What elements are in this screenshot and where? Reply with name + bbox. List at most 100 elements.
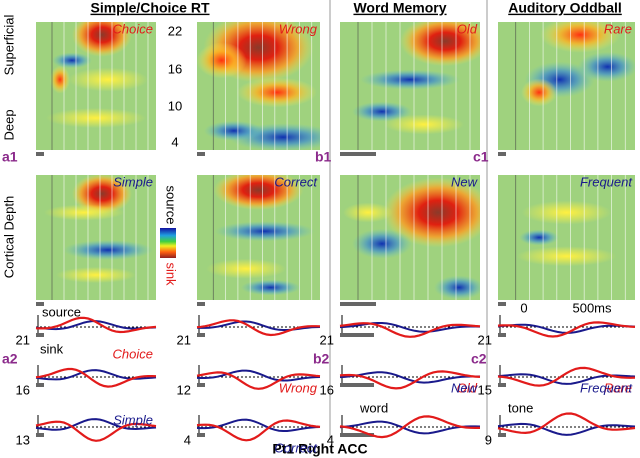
stim-bar	[36, 383, 44, 387]
trace-blue	[196, 369, 321, 382]
heatmap-blob	[50, 65, 70, 94]
heatmap-blob	[63, 240, 153, 260]
stim-bar	[36, 433, 44, 437]
annotation: tone	[508, 400, 533, 415]
stim-bar	[340, 333, 374, 337]
heatmap-body	[36, 22, 156, 150]
tick-label: 4	[171, 134, 178, 149]
heatmap-blob	[72, 22, 132, 57]
channel-label: 21	[478, 332, 492, 347]
trace-red	[196, 371, 321, 390]
tick-label: 22	[168, 23, 182, 38]
stim-bar	[498, 433, 506, 437]
trace-blue	[497, 422, 636, 436]
condition-label: Rare	[604, 380, 632, 395]
heatmap-blob	[197, 42, 247, 79]
trace-red	[339, 370, 481, 390]
heatmap-body	[498, 22, 635, 150]
channel-label: 12	[177, 382, 191, 397]
channel-label: 4	[327, 432, 334, 447]
condition-label: Frequent	[580, 380, 633, 395]
channel-label: 16	[16, 382, 30, 397]
condition-label: New	[451, 380, 479, 395]
trace-blue	[339, 371, 480, 384]
stim-bar	[498, 383, 506, 387]
channel-label: 4	[184, 432, 191, 447]
heatmap-blob	[352, 101, 412, 122]
trace-red	[497, 321, 636, 338]
condition-label: Wrong	[279, 380, 318, 395]
heatmap-blob	[384, 114, 464, 135]
stim-bar	[197, 383, 205, 387]
condition-label: Old	[457, 21, 478, 36]
condition-label: Wrong	[279, 21, 318, 36]
panel-id: a2	[2, 351, 18, 367]
heatmap-blob	[46, 108, 146, 128]
trace-red	[196, 419, 321, 442]
heatmap-blob	[52, 52, 92, 69]
heatmap	[340, 175, 480, 306]
header: Word Memory	[353, 0, 446, 16]
stim-bar	[340, 302, 376, 306]
trace-red	[497, 366, 636, 387]
channel-label: 21	[177, 332, 191, 347]
trace-blue	[196, 320, 321, 331]
axis-label: Superficial	[1, 15, 16, 76]
heatmap-body	[197, 22, 320, 150]
trace-red	[196, 319, 321, 337]
stim-bar	[498, 302, 506, 306]
annotation: source	[42, 304, 81, 319]
condition-label: New	[451, 174, 479, 189]
heatmap-blob	[540, 22, 621, 53]
heatmap-blob	[352, 228, 412, 259]
stim-bar	[340, 433, 374, 437]
colorbar	[160, 228, 176, 258]
heatmap-body	[340, 22, 480, 150]
annotation: 0	[520, 300, 527, 315]
condition-label: Correct	[274, 440, 318, 455]
stim-bar	[197, 433, 205, 437]
stim-bar	[197, 302, 205, 306]
heatmap-blob	[206, 258, 287, 279]
panel-id: a1	[2, 149, 18, 165]
trace-red	[35, 420, 157, 442]
heatmap-blob	[577, 51, 635, 82]
condition-label: Rare	[604, 21, 632, 36]
axis-label: Deep	[1, 109, 16, 140]
stim-bar	[498, 152, 506, 156]
trace-blue	[339, 420, 481, 435]
trace-red	[339, 415, 480, 439]
heatmap-blob	[521, 78, 558, 107]
stim-bar	[197, 333, 205, 337]
heatmap-blob	[236, 77, 317, 108]
heatmap	[197, 22, 320, 156]
stim-bar	[340, 152, 376, 156]
tick-label: 16	[168, 61, 182, 76]
stim-bar	[36, 152, 44, 156]
heatmap-blob	[516, 246, 617, 267]
heatmap-blob	[519, 229, 560, 246]
trace-red	[339, 322, 481, 338]
channel-label: 15	[478, 382, 492, 397]
condition-label: Old	[457, 380, 478, 395]
header: Simple/Choice RT	[90, 0, 209, 16]
channel-label: 13	[16, 432, 30, 447]
footer: Pt1 Right ACC	[272, 441, 367, 457]
heatmap-bg	[498, 175, 635, 300]
stim-bar	[340, 383, 374, 387]
annotation: 500ms	[572, 300, 612, 315]
heatmap	[340, 22, 480, 156]
heatmap-body	[340, 175, 480, 300]
heatmap-blob	[400, 22, 480, 67]
condition-label: Simple	[113, 412, 153, 427]
condition-label: Choice	[113, 346, 153, 361]
axis-title: Cortical Depth	[1, 196, 16, 278]
colorbar-label: source	[164, 185, 179, 224]
colorbar-label: sink	[164, 262, 179, 286]
condition-label: Choice	[113, 21, 153, 36]
stim-bar	[36, 302, 44, 306]
heatmap-blob	[214, 221, 315, 242]
heatmap-blob	[521, 200, 612, 225]
condition-label: Frequent	[580, 174, 633, 189]
